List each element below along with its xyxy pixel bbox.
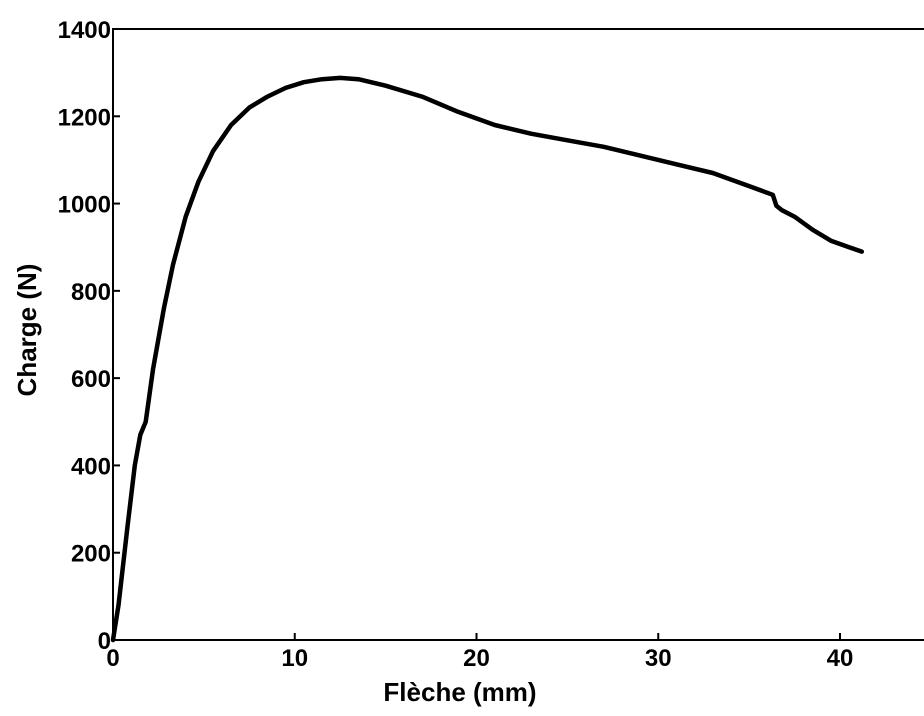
series-line [110,75,865,643]
y-tick-label: 1200 [58,104,111,131]
x-tick-label: 0 [106,645,119,672]
y-tick-label: 600 [71,366,111,393]
y-tick-label: 1000 [58,192,111,219]
y-tick-label: 0 [98,628,111,655]
y-axis-label: Charge (N) [12,264,42,397]
y-tick-label: 200 [71,541,111,568]
x-axis-label: Flèche (mm) [383,677,536,707]
y-tick-label: 400 [71,453,111,480]
x-tick-label: 30 [645,645,672,672]
x-tick-label: 40 [827,645,854,672]
plot-frame [112,28,924,641]
x-tick-label: 10 [281,645,308,672]
y-tick-label: 800 [71,279,111,306]
x-tick-label: 20 [463,645,490,672]
y-tick-label: 1400 [58,17,111,44]
